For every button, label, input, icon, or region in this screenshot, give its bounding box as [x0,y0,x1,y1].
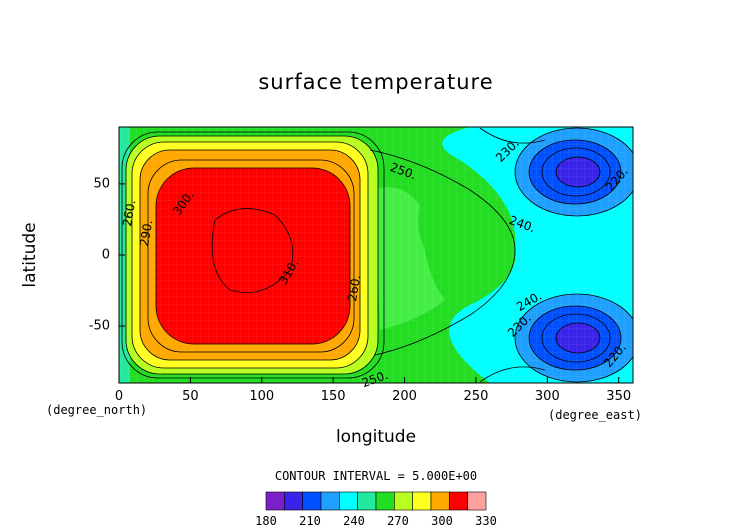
colorbar-swatch [320,491,340,511]
contour-interval-text: CONTOUR INTERVAL = 5.000E+00 [274,469,478,483]
colorbar-tick-label: 330 [475,514,497,528]
x-axis-label: longitude [335,427,417,447]
contour-lines [121,127,633,383]
tick-marks [118,183,620,383]
colorbar-swatch [467,491,487,511]
y-tick-label: 50 [93,176,110,192]
colorbar-swatch [430,491,450,511]
x-tick-label: 350 [606,389,632,404]
colorbar-swatch [375,491,395,511]
colorbar-swatch [265,491,285,511]
x-tick-label: 100 [249,389,275,404]
x-axis-unit: (degree_east) [548,408,642,422]
y-axis-unit: (degree_north) [46,403,148,417]
chart-title: surface temperature [258,70,494,94]
x-tick-label: 150 [320,389,346,404]
y-tick-label: 0 [101,247,110,263]
x-tick-label: 50 [182,389,199,404]
x-tick-label: 300 [534,389,560,404]
colorbar-tick-label: 300 [431,514,453,528]
colorbar [265,491,487,511]
y-tick-label: -50 [88,318,110,334]
contour-fields [119,127,633,383]
colorbar-swatch [357,491,377,511]
colorbar-tick-label: 270 [387,514,409,528]
x-tick-label: 0 [114,389,124,404]
colorbar-swatch [284,491,303,511]
x-tick-label: 250 [463,389,489,404]
colorbar-tick-label: 180 [255,514,277,528]
y-axis-label: latitude [20,222,40,288]
x-tick-label: 200 [392,389,417,404]
colorbar-swatch [412,491,432,511]
colorbar-tick-label: 210 [299,514,321,528]
colorbar-swatch [339,491,358,511]
colorbar-swatch [449,491,468,511]
colorbar-tick-label: 240 [343,514,365,528]
colorbar-swatch [302,491,322,511]
colorbar-swatch [394,491,413,511]
